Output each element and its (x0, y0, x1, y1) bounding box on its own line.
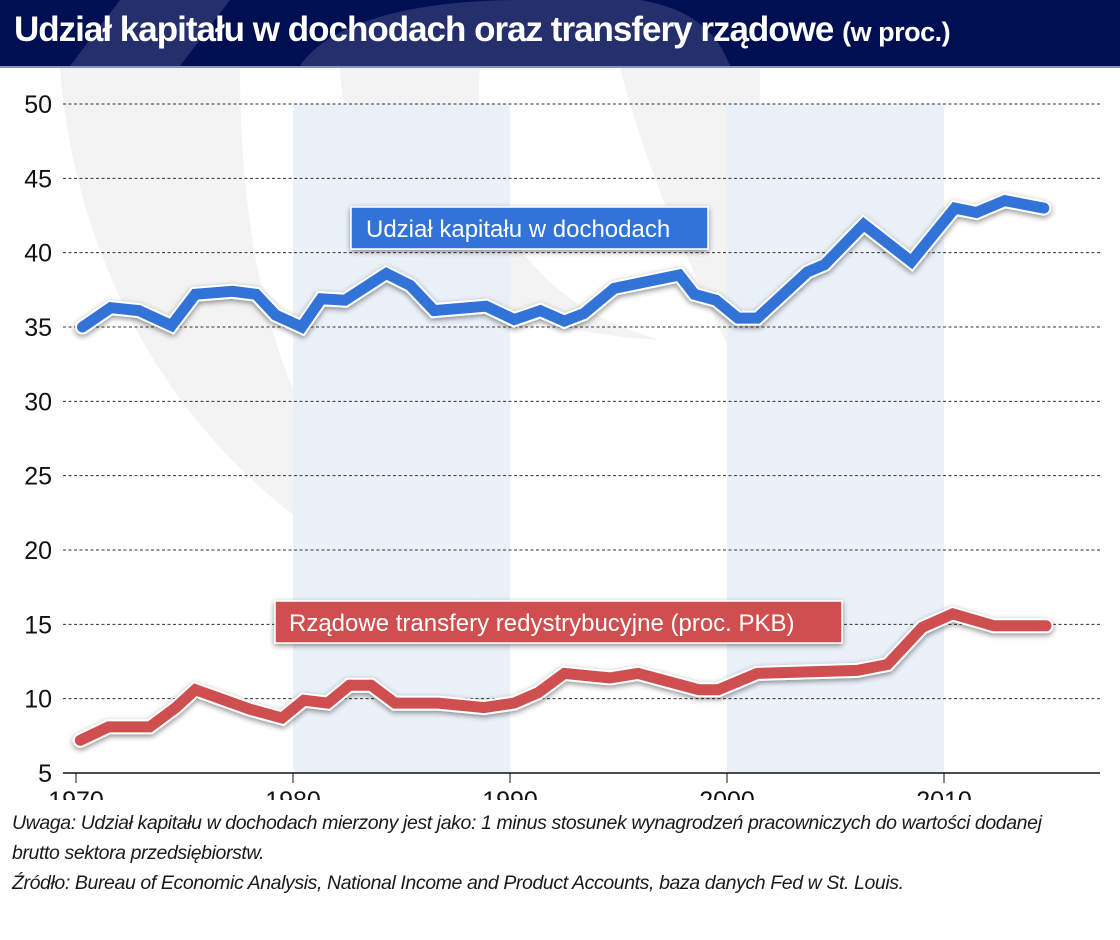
x-tick-label-2000: 2000 (699, 787, 755, 800)
government-transfers-line-group (72, 605, 1054, 748)
chart-title-unit: (w proc.) (842, 17, 951, 47)
x-tick-label-1990: 1990 (482, 787, 538, 800)
chart-notes: Uwaga: Udział kapitału w dochodach mierz… (12, 808, 1112, 898)
government-transfers-line (74, 608, 1052, 746)
x-tick-label-1970: 1970 (48, 787, 104, 800)
note-definition-line1: Uwaga: Udział kapitału w dochodach mierz… (12, 812, 1042, 834)
y-tick-label-20: 20 (24, 537, 52, 565)
x-tick-label-2010: 2010 (916, 787, 972, 800)
capital-share-line-group (75, 192, 1052, 337)
legend-government-transfers: Rządowe transfery redystrybucyjne (proc.… (274, 600, 843, 644)
line-chart: 5 10 15 20 25 30 35 40 45 50 1970 1980 1990 2000 2010… (24, 68, 1100, 800)
y-tick-label-15: 15 (24, 611, 52, 639)
capital-share-line (77, 194, 1050, 334)
y-tick-label-30: 30 (24, 388, 52, 416)
chart-header: Udział kapitału w dochodach oraz transfe… (0, 0, 1120, 68)
shaded-period-2000-2010 (727, 104, 944, 773)
y-tick-label-40: 40 (24, 240, 52, 268)
x-tick-label-1980: 1980 (265, 787, 321, 800)
shaded-period-1980-1990 (293, 104, 510, 773)
note-definition-line2: brutto sektora przedsiębiorstw. (12, 842, 265, 864)
header-watermark (70, 0, 730, 66)
y-tick-label-5: 5 (38, 760, 52, 788)
y-tick-label-25: 25 (24, 463, 52, 491)
y-tick-label-10: 10 (24, 686, 52, 714)
legend-capital-share-label: Udział kapitału w dochodach (366, 216, 670, 243)
y-tick-label-50: 50 (24, 91, 52, 119)
chart-title-main: Udział kapitału w dochodach oraz transfe… (14, 10, 834, 49)
note-source: Źródło: Bureau of Economic Analysis, Nat… (12, 872, 904, 894)
y-tick-label-35: 35 (24, 314, 52, 342)
legend-government-transfers-label: Rządowe transfery redystrybucyjne (proc.… (289, 610, 795, 637)
chart-title: Udział kapitału w dochodach oraz transfe… (14, 10, 951, 50)
legend-capital-share: Udział kapitału w dochodach (350, 206, 709, 250)
y-tick-label-45: 45 (24, 165, 52, 193)
